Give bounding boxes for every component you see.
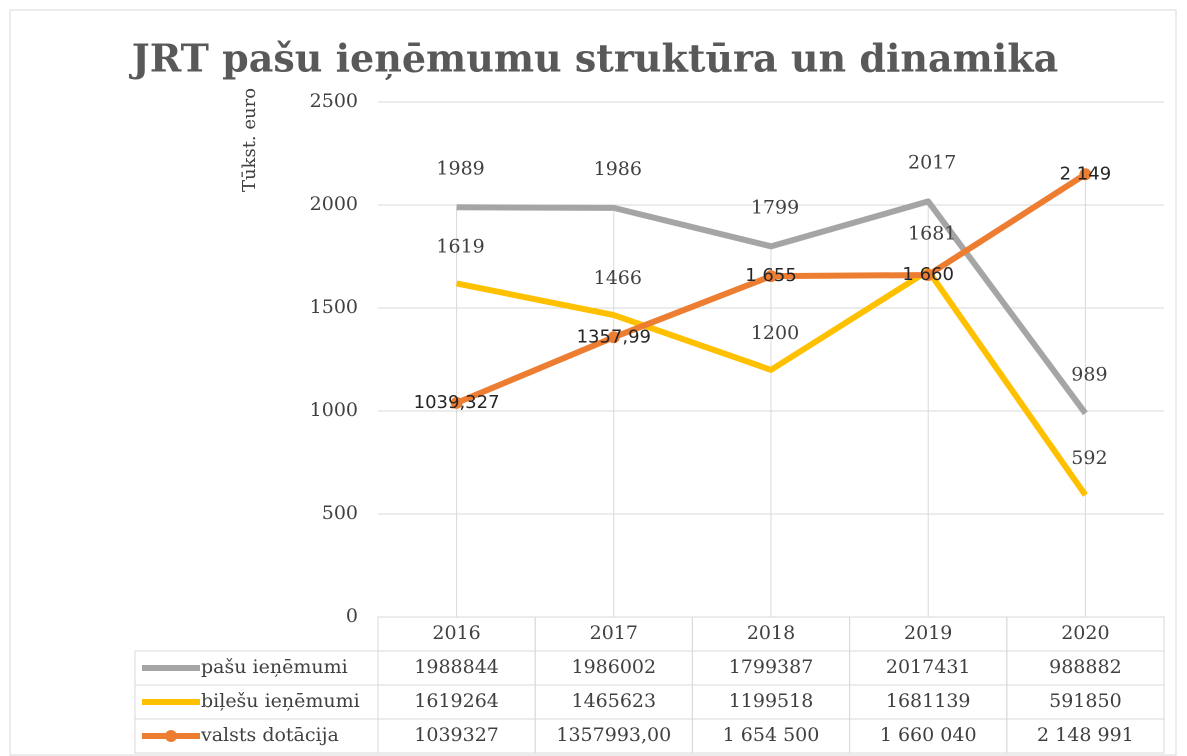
y-tick-label: 2000 [310, 193, 358, 215]
legend-marker [165, 730, 177, 742]
table-value: 1465623 [571, 690, 656, 712]
series-line [456, 267, 1088, 497]
table-value: 1357993,00 [556, 724, 671, 746]
x-tick-label: 2016 [432, 622, 480, 644]
table-value: 1681139 [886, 690, 971, 712]
x-tick-label: 2019 [904, 622, 952, 644]
y-tick-label: 1500 [310, 296, 358, 318]
table-value: 1619264 [414, 690, 499, 712]
chart-border [9, 9, 1177, 756]
table-value: 1986002 [571, 656, 656, 678]
legend-label: valsts dotācija [200, 724, 339, 746]
data-label: 1 660 [902, 264, 954, 285]
data-label: 1466 [594, 267, 642, 289]
table-value: 1199518 [729, 690, 814, 712]
x-tick-label: 2017 [590, 622, 638, 644]
table-value: 1 660 040 [880, 724, 977, 746]
marker [607, 331, 620, 344]
data-label: 2 149 [1060, 163, 1112, 184]
table-value: 988882 [1049, 656, 1122, 678]
marker [922, 269, 935, 282]
data-label: 1200 [751, 322, 799, 344]
data-label: 592 [1071, 447, 1107, 469]
data-label: 1 655 [745, 265, 797, 286]
data-label: 989 [1071, 363, 1107, 385]
table-cell [1006, 718, 1165, 754]
data-label: 1799 [751, 196, 799, 218]
table-value: 1799387 [729, 656, 814, 678]
table-value: 591850 [1049, 690, 1122, 712]
legend-label: pašu ieņēmumi [201, 656, 348, 678]
marker [450, 396, 463, 409]
marker [1079, 168, 1092, 181]
y-tick-label: 1000 [310, 399, 358, 421]
y-axis-label: Tūkst. euro [239, 88, 260, 192]
table-value: 2 148 991 [1037, 724, 1134, 746]
data-label: 2017 [908, 151, 956, 173]
data-label: 1619 [436, 235, 484, 257]
data-label: 1039,327 [414, 392, 500, 413]
legend-label: biļešu ieņēmumi [201, 690, 360, 712]
data-label: 1357,99 [577, 326, 651, 347]
marker [765, 270, 777, 283]
chart-title: JRT pašu ieņēmumu struktūra un dinamika [129, 36, 1058, 81]
table-value: 1039327 [414, 724, 499, 746]
series-line [456, 198, 1088, 416]
x-tick-label: 2020 [1061, 622, 1109, 644]
data-label: 1989 [436, 157, 484, 179]
y-tick-label: 500 [322, 502, 358, 524]
data-label: 1681 [908, 223, 956, 245]
table-value: 1988844 [414, 656, 499, 678]
data-label: 1986 [594, 158, 642, 180]
table-value: 2017431 [886, 656, 971, 678]
y-tick-label: 0 [346, 605, 358, 627]
table-value: 1 654 500 [723, 724, 820, 746]
y-tick-label: 2500 [310, 90, 358, 112]
x-tick-label: 2018 [747, 622, 795, 644]
